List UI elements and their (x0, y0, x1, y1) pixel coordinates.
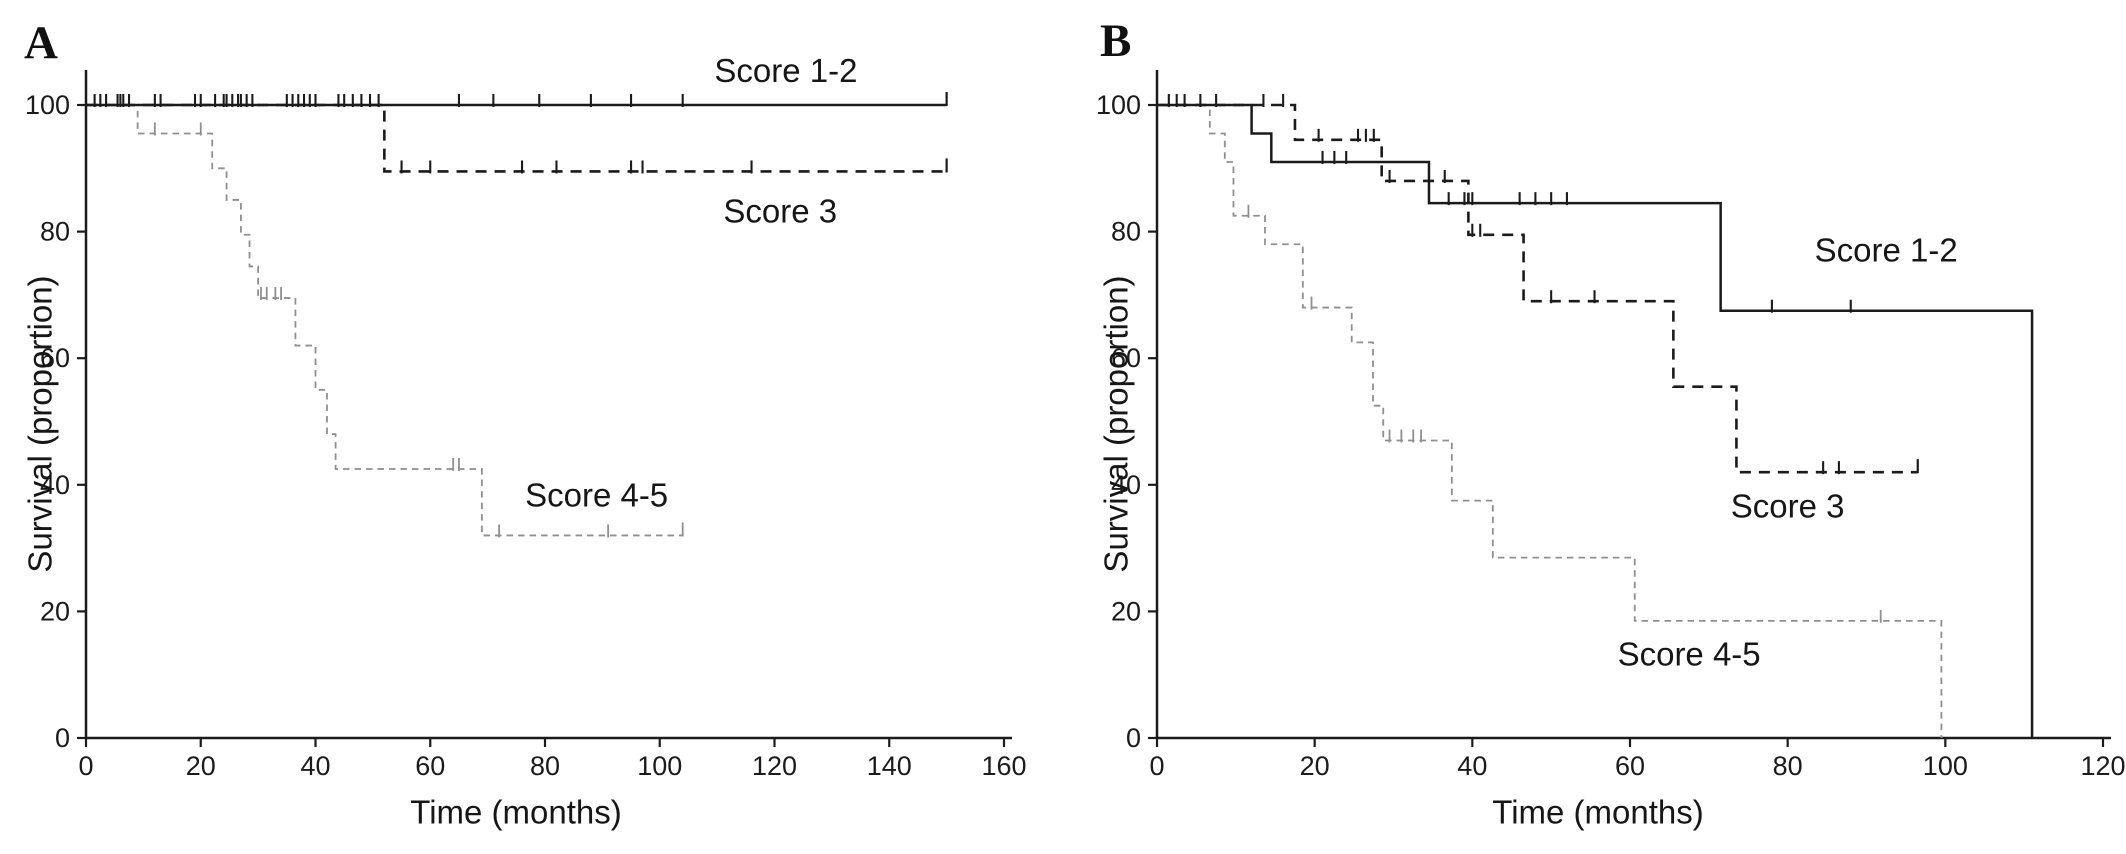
x-axis-tick-label: 100 (1923, 751, 1968, 781)
panel-a-curve-label-score-3: Score 3 (723, 192, 837, 229)
x-axis-tick-label: 40 (1457, 751, 1487, 781)
x-axis-tick-label: 0 (1149, 751, 1164, 781)
panel-a-x-axis-title: Time (months) (410, 793, 622, 831)
x-axis-tick-label: 0 (78, 751, 93, 781)
kaplan-meier-panel-a: 0 20 40 60 80 100 120 140 160 0 20 40 60 80 100 Score 4… (25, 52, 1027, 781)
y-axis-tick-label: 80 (40, 217, 70, 247)
x-axis-tick-label: 120 (752, 751, 797, 781)
y-axis-tick-label: 0 (55, 723, 70, 753)
x-axis-tick-label: 60 (415, 751, 445, 781)
x-axis-tick-label: 140 (867, 751, 912, 781)
panel-a-curve-label-score-4-5: Score 4-5 (525, 477, 668, 514)
panel-a-y-axis-title: Survival (proportion) (21, 275, 59, 573)
panel-b-letter: B (1100, 15, 1132, 67)
panel-b-y-axis-title: Survival (proportion) (1097, 275, 1135, 573)
x-axis-tick-label: 40 (300, 751, 330, 781)
kaplan-meier-panel-b: 0 20 40 60 80 100 120 0 20 40 60 80 100 Score 4-5 Scor… (1096, 70, 2126, 781)
panel-b-curve-label-score-3: Score 3 (1731, 487, 1845, 524)
y-axis-tick-label: 100 (1096, 90, 1141, 120)
y-axis-tick-label: 40 (1111, 470, 1141, 500)
x-axis-tick-label: 20 (1300, 751, 1330, 781)
x-axis-tick-label: 160 (981, 751, 1026, 781)
x-axis-tick-label: 80 (530, 751, 560, 781)
x-axis-tick-label: 100 (637, 751, 682, 781)
y-axis-tick-label: 40 (40, 470, 70, 500)
y-axis-tick-label: 20 (40, 596, 70, 626)
panel-a-letter: A (24, 17, 58, 69)
panel-b-curve-label-score-1-2: Score 1-2 (1815, 232, 1958, 269)
panel-b-x-axis-title: Time (months) (1492, 793, 1704, 831)
y-axis-tick-label: 20 (1111, 596, 1141, 626)
panel-a-curve-score-4-5 (86, 104, 683, 537)
y-axis-tick-label: 60 (40, 343, 70, 373)
panel-b-curve-score-1-2 (1157, 103, 2034, 738)
x-axis-tick-label: 120 (2080, 751, 2125, 781)
x-axis-tick-label: 80 (1773, 751, 1803, 781)
panel-a-curve-score-3 (86, 103, 947, 173)
x-axis-tick-label: 20 (186, 751, 216, 781)
y-axis-tick-label: 100 (25, 90, 70, 120)
x-axis-tick-label: 60 (1615, 751, 1645, 781)
panel-a-curve-label-score-1-2: Score 1-2 (714, 52, 857, 89)
panel-b-curve-label-score-4-5: Score 4-5 (1618, 635, 1761, 672)
y-axis-tick-label: 60 (1111, 343, 1141, 373)
y-axis-tick-label: 80 (1111, 217, 1141, 247)
panel-b-curve-score-4-5 (1157, 104, 1943, 738)
y-axis-tick-label: 0 (1126, 723, 1141, 753)
